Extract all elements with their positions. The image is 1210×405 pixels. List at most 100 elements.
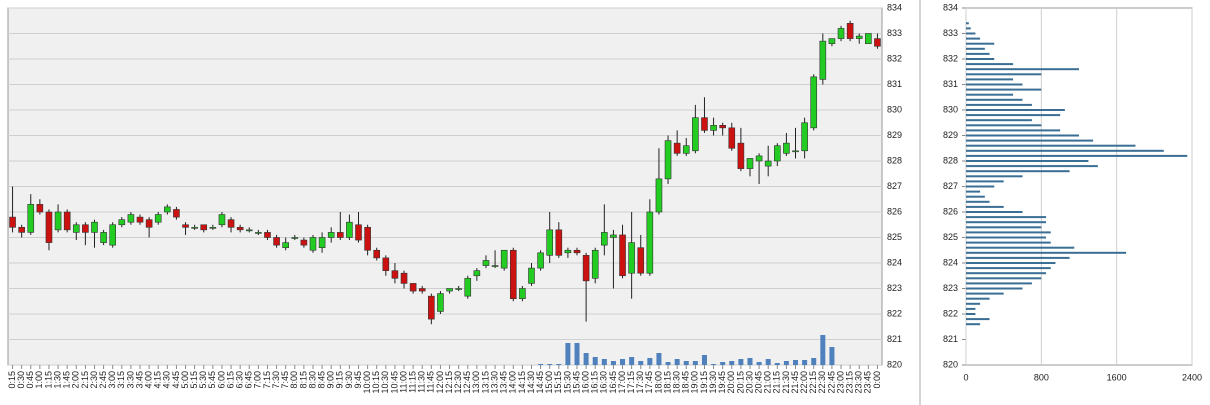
candle-body — [154, 214, 162, 223]
x-tick-label: 0:15 — [7, 371, 17, 389]
candle-body — [646, 211, 654, 274]
candle-body — [200, 224, 208, 231]
candle-body — [528, 267, 535, 284]
x-tick-label: 7:00 — [253, 371, 263, 389]
x-tick-label: 19:45 — [717, 371, 727, 394]
y-tick-label: 826 — [943, 206, 958, 216]
candle-body — [755, 155, 763, 162]
candle-body — [182, 224, 189, 228]
profile-bar — [966, 267, 1051, 270]
candle-body — [737, 142, 745, 169]
volume-bar — [610, 361, 616, 365]
candle-body — [728, 127, 736, 149]
volume-bar — [692, 361, 698, 365]
x-tick-label: 3:15 — [116, 371, 126, 389]
profile-bar — [966, 262, 1056, 264]
candle-body — [509, 249, 517, 300]
candle-body — [409, 283, 417, 292]
profile-bar — [966, 211, 1023, 213]
candle-body — [610, 234, 617, 238]
volume-bar — [547, 364, 553, 365]
profile-bar — [966, 98, 1023, 101]
x-tick-label: 12:00 — [435, 371, 445, 394]
candle-body — [318, 237, 326, 248]
profile-bar — [966, 47, 985, 50]
candle-body — [245, 229, 253, 232]
y-tick-label: 821 — [887, 334, 902, 344]
volume-bar — [601, 359, 607, 365]
candle-body — [701, 117, 708, 131]
volume-bar — [756, 362, 762, 365]
x-tick-label: 10:30 — [380, 371, 390, 394]
candle-body — [591, 249, 599, 279]
x-tick-label: 5:15 — [189, 371, 199, 389]
x-tick-label: 13:15 — [480, 371, 490, 394]
x-tick-label: 8:45 — [316, 371, 326, 389]
candle-body — [72, 224, 80, 233]
y-tick-label: 830 — [887, 104, 902, 114]
candle-body — [264, 232, 271, 238]
profile-bar — [966, 139, 1094, 142]
candle-body — [145, 219, 153, 228]
volume-bar — [556, 364, 562, 365]
profile-bar — [966, 114, 1061, 117]
x-tick-label: 5:45 — [207, 371, 217, 389]
volume-bar — [793, 360, 799, 365]
profile-bar — [966, 313, 976, 315]
profile-bar — [966, 149, 1164, 152]
profile-bar — [966, 216, 1047, 219]
y-tick-label: 820 — [887, 359, 902, 369]
x-tick-label: 14:15 — [517, 371, 527, 394]
y-tick-label: 823 — [887, 283, 902, 293]
x-tick-label: 0 — [963, 372, 968, 382]
y-tick-label: 829 — [943, 130, 958, 140]
x-tick-label: 7:45 — [280, 371, 290, 389]
candle-body — [18, 227, 25, 233]
x-tick-label: 10:15 — [371, 371, 381, 394]
x-tick-label: 21:45 — [790, 371, 800, 394]
candle-body — [27, 204, 35, 233]
profile-bar — [966, 180, 1004, 183]
candle-body — [865, 33, 872, 44]
y-tick-label: 830 — [943, 104, 958, 114]
candle-body — [628, 242, 635, 274]
volume-bar — [647, 358, 653, 365]
profile-bar — [966, 318, 990, 321]
profile-bar — [966, 205, 1004, 208]
profile-bar — [966, 27, 971, 30]
candle-body — [537, 252, 544, 269]
candle-body — [673, 142, 681, 154]
profile-bar — [966, 68, 1079, 71]
x-tick-label: 10:45 — [389, 371, 399, 394]
x-tick-label: 11:00 — [398, 371, 408, 393]
profile-bar — [966, 297, 990, 300]
profile-bar — [966, 165, 1098, 168]
x-tick-label: 18:15 — [662, 371, 672, 394]
candle-body — [455, 288, 462, 290]
x-tick-label: 10:00 — [362, 371, 372, 394]
candle-body — [664, 140, 672, 180]
candle-body — [100, 232, 107, 243]
profile-bar — [966, 58, 995, 60]
x-tick-label: 0:45 — [25, 371, 35, 389]
profile-bar — [966, 292, 1004, 295]
y-tick-label: 832 — [943, 53, 958, 63]
profile-bar — [966, 73, 1042, 76]
x-tick-label: 2400 — [1182, 372, 1202, 382]
candle-body — [337, 232, 344, 238]
volume-bar — [629, 357, 635, 365]
x-tick-label: 23:30 — [854, 371, 864, 394]
candle-body — [437, 293, 444, 312]
candle-body — [82, 224, 89, 233]
volume-bar — [729, 361, 735, 365]
x-tick-label: 6:00 — [216, 371, 226, 389]
profile-bar — [966, 256, 1070, 259]
candle-body — [36, 204, 44, 213]
x-tick-label: 2:30 — [89, 371, 99, 389]
y-tick-label: 829 — [887, 130, 902, 140]
candle-body — [573, 249, 581, 254]
x-tick-label: 12:15 — [444, 371, 454, 394]
profile-bar — [966, 277, 1042, 280]
candle-body — [54, 211, 62, 231]
